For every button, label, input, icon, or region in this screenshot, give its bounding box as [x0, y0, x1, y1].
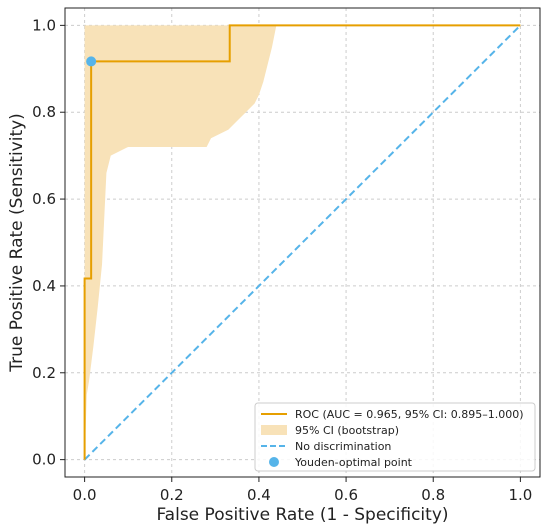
no-discrimination-line [83, 24, 522, 461]
legend-box [254, 402, 536, 472]
x-tick-label: 0.6 [334, 486, 358, 504]
y-tick-label: 0.8 [32, 103, 56, 121]
legend-ci-handle [261, 425, 287, 435]
x-tick-label: 0.4 [247, 486, 271, 504]
y-tick-label: 0.6 [32, 190, 56, 208]
x-tick-label: 0.0 [73, 486, 97, 504]
y-tick-label: 0.2 [32, 364, 56, 382]
plot-area [83, 24, 522, 461]
x-axis-title: False Positive Rate (1 - Specificity) [156, 505, 448, 525]
y-tick-label: 0.4 [32, 277, 56, 295]
legend-label: No discrimination [295, 440, 391, 453]
x-tick-label: 0.2 [160, 486, 184, 504]
legend: ROC (AUC = 0.965, 95% CI: 0.895–1.000) 95… [254, 402, 536, 472]
legend-label: ROC (AUC = 0.965, 95% CI: 0.895–1.000) [295, 408, 524, 421]
legend-label: Youden-optimal point [294, 456, 413, 469]
x-tick-label: 1.0 [508, 486, 532, 504]
y-axis-title: True Positive Rate (Sensitivity) [7, 113, 27, 373]
legend-point-handle [269, 457, 279, 467]
x-tick-label: 0.8 [421, 486, 445, 504]
legend-label: 95% CI (bootstrap) [295, 424, 399, 437]
ticks: 0.0 0.2 0.4 0.6 0.8 1.0 0.0 0.2 0.4 0.6 0.8 1.0 [32, 16, 532, 504]
y-tick-label: 0.0 [32, 451, 56, 469]
youden-point [86, 56, 97, 67]
ci-band [84, 25, 521, 460]
axes-frame [64, 7, 541, 478]
y-tick-label: 1.0 [32, 16, 56, 34]
